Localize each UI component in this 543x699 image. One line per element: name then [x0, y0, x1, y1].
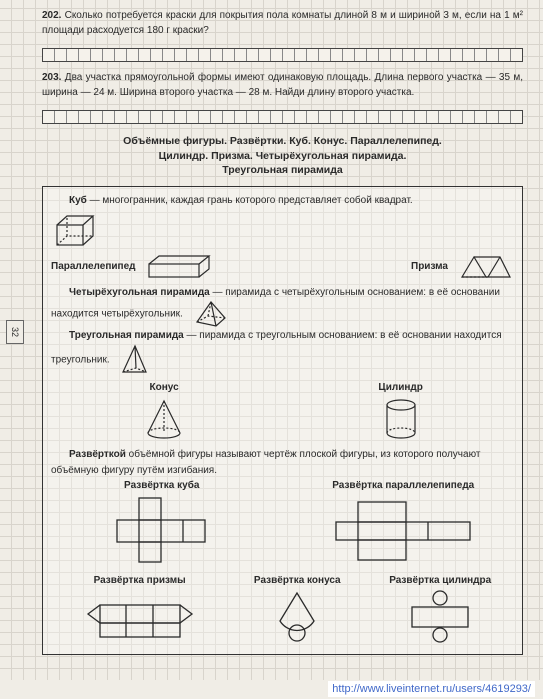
tri-pyramid-icon — [120, 344, 150, 376]
section-title: Объёмные фигуры. Развёртки. Куб. Конус. … — [42, 134, 523, 178]
definitions-box: Куб — многогранник, каждая грань которог… — [42, 186, 523, 655]
page-content: 202. Сколько потребуется краски для покр… — [0, 0, 543, 680]
problem-number: 202. — [42, 10, 61, 21]
term: Цилиндр — [378, 382, 422, 393]
title-line: Объёмные фигуры. Развёртки. Куб. Конус. … — [42, 134, 523, 149]
net-label: Развёртка куба — [51, 478, 273, 494]
def-parallelepiped-prism: Параллелепипед Призма — [51, 253, 514, 281]
term: Параллелепипед — [51, 259, 135, 275]
prism-net-icon — [80, 589, 200, 639]
answer-grid — [42, 48, 523, 62]
def-tri-pyramid: Треугольная пирамида — пирамида с треуго… — [51, 328, 514, 376]
page-number: 32 — [6, 320, 24, 344]
cylinder-icon — [383, 397, 419, 441]
def-cone-cylinder: Конус Цилиндр — [51, 380, 514, 444]
problem-number: 203. — [42, 72, 61, 83]
def-quad-pyramid: Четырёхугольная пирамида — пирамида с че… — [51, 285, 514, 329]
cone-net-icon — [272, 589, 322, 643]
title-line: Цилиндр. Призма. Четырёхугольная пирамид… — [42, 149, 523, 164]
net-label: Развёртка параллелепипеда — [293, 478, 515, 494]
net-label: Развёртка конуса — [238, 573, 356, 589]
term: Четырёхугольная пирамида — [69, 287, 210, 298]
cone-icon — [142, 397, 186, 441]
nets-row-2: Развёртка призмы Развёртка конуса — [51, 573, 514, 648]
prism-icon — [458, 253, 514, 281]
def-text: — многогранник, каждая грань которого пр… — [87, 195, 413, 206]
problem-text: Два участка прямоугольной формы имеют од… — [42, 72, 523, 98]
term: Призма — [411, 259, 448, 275]
footer-url[interactable]: http://www.liveinternet.ru/users/4619293… — [328, 681, 535, 697]
term: Куб — [69, 195, 87, 206]
net-label: Развёртка цилиндра — [366, 573, 514, 589]
problem-202: 202. Сколько потребуется краски для покр… — [42, 8, 523, 38]
cube-net-icon — [107, 494, 217, 564]
cylinder-net-icon — [400, 589, 480, 643]
term: Развёрткой — [69, 449, 126, 460]
answer-grid — [42, 110, 523, 124]
def-net: Развёрткой объёмной фигуры называют черт… — [51, 447, 514, 478]
title-line: Треугольная пирамида — [42, 163, 523, 178]
quad-pyramid-icon — [194, 300, 228, 328]
parallelepiped-icon — [145, 254, 215, 280]
cube-icon — [51, 213, 101, 249]
term: Треугольная пирамида — [69, 330, 184, 341]
problem-text: Сколько потребуется краски для покрытия … — [42, 10, 523, 36]
def-cube: Куб — многогранник, каждая грань которог… — [51, 193, 514, 209]
nets-row-1: Развёртка куба Развёртка параллелепипеда — [51, 478, 514, 569]
parallelepiped-net-icon — [328, 494, 478, 564]
net-label: Развёртка призмы — [51, 573, 228, 589]
problem-203: 203. Два участка прямоугольной формы име… — [42, 70, 523, 100]
term: Конус — [150, 382, 179, 393]
